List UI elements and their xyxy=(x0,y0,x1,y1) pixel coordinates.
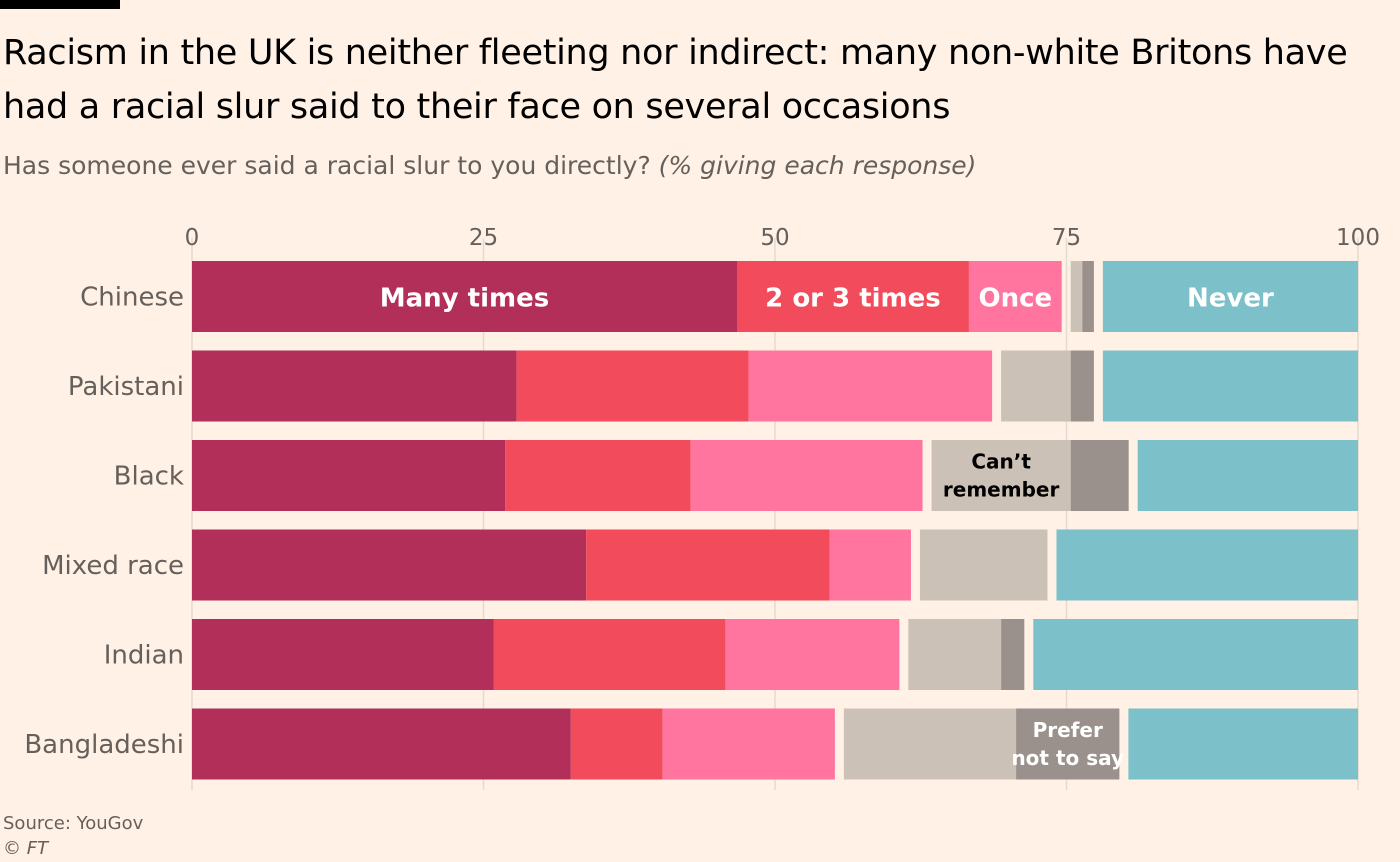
category-label: Indian xyxy=(104,641,184,671)
bar-segment xyxy=(192,350,517,422)
bar-segment xyxy=(586,529,830,601)
bar-segment xyxy=(725,619,900,690)
x-tick-label: 0 xyxy=(185,225,200,251)
bar-segment xyxy=(737,261,969,332)
subtitle-question: Has someone ever said a racial slur to y… xyxy=(3,151,651,180)
series-label: 2 or 3 times xyxy=(765,284,941,314)
bar-segment xyxy=(690,440,923,511)
bar-segment xyxy=(1102,261,1358,332)
series-label: Once xyxy=(978,284,1052,314)
bar-segment xyxy=(192,619,494,690)
series-label: Prefer xyxy=(1033,718,1103,742)
series-label: Many times xyxy=(380,284,549,314)
bar-segment xyxy=(843,708,1017,780)
bar-segment xyxy=(1016,708,1120,780)
bar-segment xyxy=(1056,529,1358,601)
category-label: Pakistani xyxy=(68,372,184,402)
bar-segment xyxy=(516,350,749,422)
bar-segment xyxy=(1082,261,1094,332)
x-tick-label: 100 xyxy=(1336,225,1380,251)
bar-segment xyxy=(931,440,1071,511)
top-rule xyxy=(0,0,120,9)
stacked-bar-chart: 0 25 50 75 100 Chinese Many times 2 or 3 times O… xyxy=(24,225,1380,790)
bar-segment xyxy=(1001,619,1025,690)
bar-segment xyxy=(1070,261,1083,332)
bar-segment xyxy=(570,708,663,780)
chart-subtitle: Has someone ever said a racial slur to y… xyxy=(3,148,976,184)
series-label: Never xyxy=(1187,284,1274,314)
bar-segment xyxy=(1070,440,1129,511)
category-label: Black xyxy=(114,462,184,492)
bar-segment xyxy=(192,440,506,511)
bar-segment xyxy=(192,529,587,601)
bar-segment xyxy=(1137,440,1358,511)
category-label: Mixed race xyxy=(42,551,184,581)
bar-segment xyxy=(192,261,738,332)
series-label: not to say xyxy=(1011,746,1124,770)
bar-segment xyxy=(829,529,911,601)
bar-segment xyxy=(968,261,1062,332)
bar-segment xyxy=(919,529,1048,601)
series-label: Can’t xyxy=(971,450,1031,474)
bar-segment xyxy=(493,619,726,690)
subtitle-note: (% giving each response) xyxy=(658,151,977,180)
bar-segment xyxy=(1128,708,1358,780)
bar-segment xyxy=(1001,350,1071,422)
x-tick-label: 25 xyxy=(469,225,498,251)
bar-segment xyxy=(748,350,993,422)
chart-title: Racism in the UK is neither fleeting nor… xyxy=(3,33,1348,127)
bar-segment xyxy=(1102,350,1358,422)
bar-segment xyxy=(192,708,571,780)
bar-segment xyxy=(1070,350,1094,422)
bar-segment xyxy=(1033,619,1358,690)
copyright-note: © FT xyxy=(3,838,49,859)
category-label: Chinese xyxy=(80,283,184,313)
series-label: remember xyxy=(943,478,1060,502)
bar-segment xyxy=(662,708,835,780)
bar-segment xyxy=(505,440,691,511)
bar-segment xyxy=(908,619,1002,690)
category-label: Bangladeshi xyxy=(24,730,184,760)
x-tick-label: 75 xyxy=(1052,225,1081,251)
x-tick-label: 50 xyxy=(760,225,789,251)
source-note: Source: YouGov xyxy=(3,813,144,834)
